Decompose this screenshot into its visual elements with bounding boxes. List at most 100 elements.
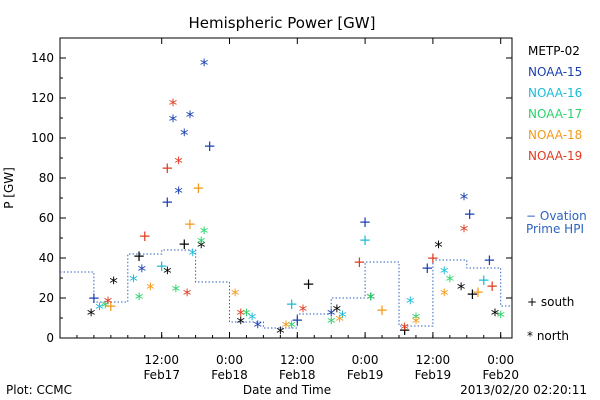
- legend-entry-noaa-16: NOAA-16: [528, 86, 582, 100]
- data-point-noaa-15: *: [180, 126, 189, 146]
- data-point-noaa-15: *: [186, 108, 195, 128]
- data-point-metp-02: *: [457, 280, 466, 300]
- legend-entry-noaa-17: NOAA-17: [528, 107, 582, 121]
- data-point-metp-02: *: [434, 238, 443, 258]
- x-tick-sublabel: Feb18: [211, 368, 248, 382]
- data-point-noaa-18: +: [472, 283, 485, 301]
- data-point-noaa-15: *: [327, 306, 336, 326]
- x-tick-label: 0:00: [216, 353, 243, 367]
- data-point-noaa-19: +: [138, 227, 151, 245]
- legend-entry-ovation-cont: Prime HPI: [526, 222, 584, 236]
- legend-symbol-south: + south: [527, 295, 574, 309]
- data-point-noaa-19: *: [183, 286, 192, 306]
- data-point-metp-02: *: [87, 306, 96, 326]
- data-point-metp-02: +: [466, 285, 479, 303]
- chart-title: Hemispheric Power [GW]: [189, 14, 376, 32]
- x-tick-sublabel: Feb19: [347, 368, 384, 382]
- legend: METP-02 NOAA-15 NOAA-16 NOAA-17 NOAA-18 NOAA-…: [526, 44, 587, 343]
- data-point-noaa-15: +: [463, 205, 476, 223]
- data-point-noaa-17: *: [197, 234, 206, 254]
- x-tick-sublabel: Feb20: [482, 368, 519, 382]
- data-point-noaa-19: +: [161, 159, 174, 177]
- data-point-noaa-16: *: [338, 308, 347, 328]
- x-tick-label: 12:00: [416, 353, 451, 367]
- data-points-layer: **+*+ ** *+**+** +*+*+*****+* + *++*++**+ **+*…: [87, 56, 505, 344]
- data-point-noaa-16: +: [155, 257, 168, 275]
- data-point-noaa-15: *: [138, 262, 147, 282]
- data-point-noaa-19: *: [169, 96, 178, 116]
- data-point-metp-02: +: [133, 247, 146, 265]
- data-point-noaa-16: *: [406, 294, 415, 314]
- data-point-metp-02: *: [276, 324, 285, 344]
- ovation-hpi-line: [60, 249, 512, 329]
- data-point-noaa-15: +: [161, 193, 174, 211]
- legend-symbol-north: * north: [527, 329, 569, 343]
- x-tick-label: 0:00: [487, 353, 514, 367]
- data-point-noaa-18: *: [282, 318, 291, 338]
- y-tick-label: 140: [31, 51, 54, 65]
- data-point-noaa-16: *: [129, 272, 138, 292]
- data-point-noaa-15: *: [254, 318, 263, 338]
- data-point-noaa-16: +: [285, 295, 298, 313]
- data-point-noaa-15: *: [200, 56, 209, 76]
- y-tick-label: 80: [39, 171, 54, 185]
- y-tick-label: 120: [31, 91, 54, 105]
- data-point-noaa-17: *: [172, 282, 181, 302]
- x-tick-sublabel: Feb19: [415, 368, 452, 382]
- data-point-noaa-18: *: [146, 280, 155, 300]
- data-point-noaa-19: *: [460, 222, 469, 242]
- data-point-noaa-18: +: [192, 179, 205, 197]
- data-point-metp-02: *: [333, 302, 342, 322]
- x-tick-label: 12:00: [280, 353, 315, 367]
- x-tick-label: 0:00: [352, 353, 379, 367]
- data-point-noaa-17: *: [446, 272, 455, 292]
- data-point-noaa-16: +: [477, 271, 490, 289]
- data-point-noaa-17: *: [287, 318, 296, 338]
- data-point-noaa-19: +: [353, 253, 366, 271]
- data-point-noaa-19: *: [299, 302, 308, 322]
- data-point-noaa-15: +: [88, 289, 101, 307]
- data-point-noaa-18: *: [335, 312, 344, 332]
- y-tick-label: 100: [31, 131, 54, 145]
- data-point-noaa-18: *: [440, 286, 449, 306]
- data-point-noaa-19: +: [427, 249, 440, 267]
- data-point-noaa-17: *: [101, 298, 110, 318]
- data-point-noaa-19: +: [486, 277, 499, 295]
- data-point-metp-02: *: [197, 238, 206, 258]
- data-point-noaa-16: *: [95, 300, 104, 320]
- y-tick-label: 40: [39, 251, 54, 265]
- data-point-metp-02: *: [367, 290, 376, 310]
- data-point-noaa-15: +: [421, 259, 434, 277]
- data-point-noaa-18: +: [105, 297, 118, 315]
- data-point-noaa-17: *: [200, 224, 209, 244]
- data-point-noaa-19: *: [174, 154, 183, 174]
- data-point-noaa-17: *: [367, 290, 376, 310]
- y-tick-label: 0: [46, 331, 54, 345]
- footer-timestamp: 2013/02/20 02:20:11: [460, 383, 587, 397]
- data-point-metp-02: *: [491, 306, 500, 326]
- ovation-line-layer: [60, 249, 512, 329]
- y-axis-label: P [GW]: [2, 167, 16, 209]
- x-tick-sublabel: Feb18: [279, 368, 316, 382]
- legend-entry-noaa-18: NOAA-18: [528, 128, 582, 142]
- data-point-metp-02: *: [237, 314, 246, 334]
- data-point-noaa-18: +: [184, 215, 197, 233]
- data-point-noaa-17: *: [135, 290, 144, 310]
- data-point-noaa-18: +: [376, 301, 389, 319]
- data-point-noaa-18: *: [231, 286, 240, 306]
- data-point-metp-02: *: [109, 274, 118, 294]
- data-point-noaa-15: *: [174, 184, 183, 204]
- plot-frame: [59, 37, 513, 339]
- y-tick-label: 60: [39, 211, 54, 225]
- x-tick-sublabel: Feb17: [143, 368, 180, 382]
- data-point-noaa-18: *: [412, 314, 421, 334]
- data-point-noaa-17: *: [327, 314, 336, 334]
- data-point-noaa-16: *: [248, 310, 257, 330]
- axis-ticks-layer: 02040608010012014012:00Feb170:00Feb1812:…: [31, 37, 519, 382]
- data-point-noaa-17: *: [412, 310, 421, 330]
- data-point-noaa-15: +: [291, 311, 304, 329]
- data-point-noaa-16: *: [440, 264, 449, 284]
- legend-entry-ovation: − Ovation: [526, 209, 587, 223]
- footer-x-axis-label: Date and Time: [243, 383, 331, 397]
- data-point-noaa-16: *: [189, 246, 198, 266]
